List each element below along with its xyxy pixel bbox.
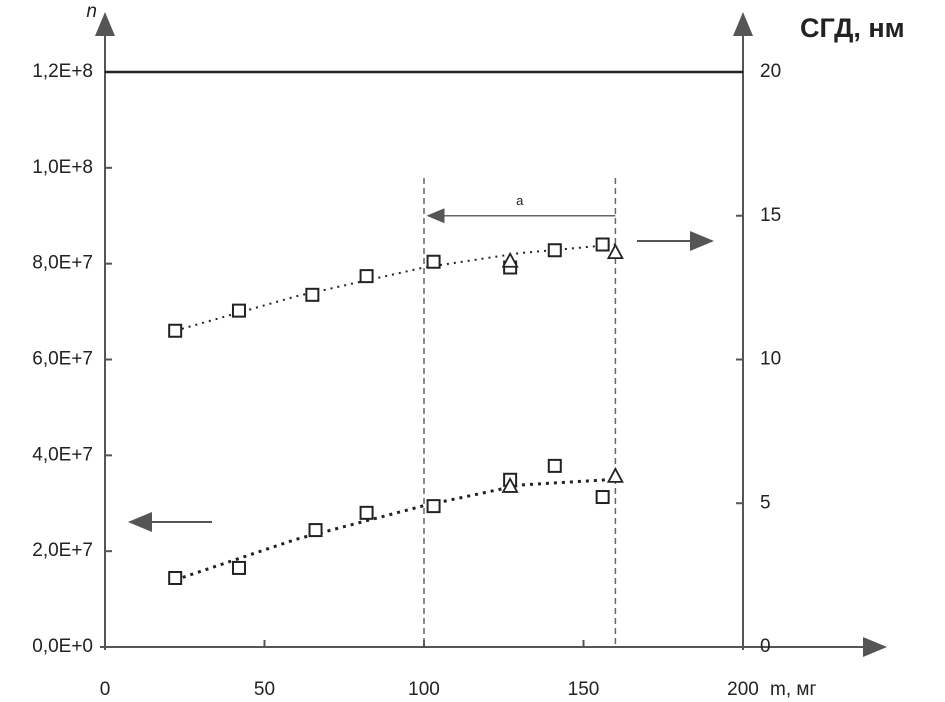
annotation-label: a	[516, 193, 524, 208]
x-axis-title: m, мг	[770, 679, 816, 700]
y-tick-label: 1,2E+8	[32, 61, 93, 82]
x-tick-label: 0	[100, 679, 111, 700]
y2-tick-label: 15	[760, 205, 781, 226]
square-marker	[168, 323, 183, 338]
y-tick-label: 1,0E+8	[32, 157, 93, 178]
square-marker	[426, 254, 441, 269]
square-marker	[168, 571, 183, 585]
square-marker	[595, 237, 610, 252]
square-marker	[359, 269, 374, 284]
square-marker	[426, 499, 441, 514]
y-tick-label: 4,0E+7	[32, 444, 93, 465]
trend-line	[174, 243, 616, 332]
square-marker	[231, 560, 246, 575]
y2-axis-title: СГД, нм	[800, 13, 905, 43]
triangle-marker	[501, 477, 519, 493]
x-tick-label: 50	[254, 679, 275, 700]
y2-tick-label: 20	[760, 61, 781, 82]
square-marker	[547, 458, 562, 473]
square-marker	[595, 490, 610, 505]
y-tick-label: 0,0E+0	[32, 636, 93, 657]
y-tick-label: 2,0E+7	[32, 540, 93, 561]
square-marker	[305, 287, 320, 302]
y2-tick-label: 5	[760, 492, 771, 513]
square-marker	[231, 303, 246, 318]
triangle-marker	[501, 251, 519, 268]
y2-tick-label: 0	[760, 636, 771, 657]
square-marker	[547, 243, 562, 258]
x-tick-label: 100	[408, 679, 440, 700]
y-axis-title: n	[86, 1, 97, 22]
x-tick-label: 200	[727, 679, 759, 700]
y-tick-label: 8,0E+7	[32, 253, 93, 274]
triangle-marker	[606, 243, 624, 260]
y2-tick-label: 10	[760, 349, 781, 370]
x-tick-label: 150	[568, 679, 600, 700]
y-tick-label: 6,0E+7	[32, 349, 93, 370]
square-marker	[359, 505, 374, 520]
square-marker	[308, 523, 323, 538]
triangle-marker	[606, 466, 624, 483]
